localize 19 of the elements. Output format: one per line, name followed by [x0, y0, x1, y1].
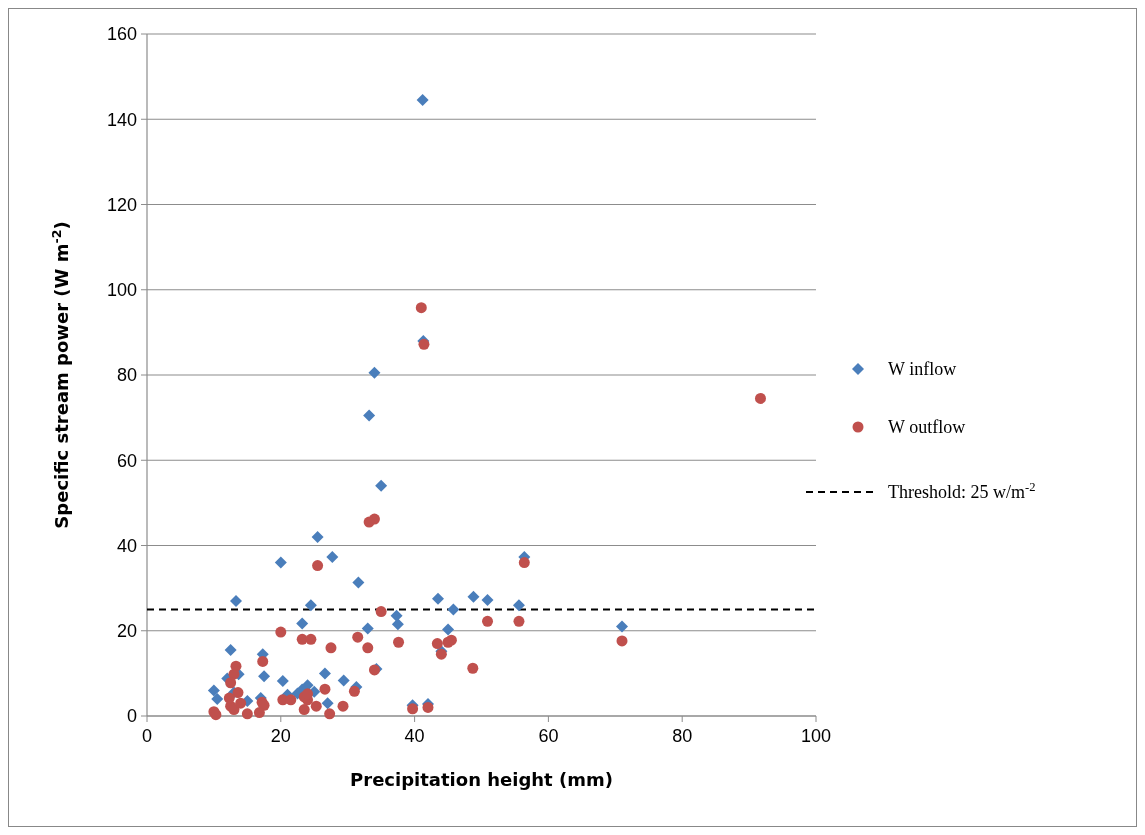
- y-tick-label: 20: [116, 621, 137, 642]
- x-tick-label: 60: [538, 726, 559, 746]
- y-tick-label: 160: [106, 24, 137, 45]
- y-tick-label: 60: [116, 450, 137, 471]
- legend-label: W inflow: [888, 359, 957, 379]
- y-tick-label: 40: [116, 535, 137, 556]
- legend-label: W outflow: [888, 417, 966, 437]
- x-tick-label: 80: [672, 726, 693, 746]
- x-axis-title: Precipitation height (mm): [350, 769, 613, 790]
- x-tick-label: 40: [404, 726, 425, 746]
- y-tick-label: 80: [116, 365, 137, 386]
- x-tick-label: 0: [141, 726, 153, 746]
- x-tick-label: 100: [800, 726, 832, 746]
- y-tick-label: 100: [106, 280, 137, 301]
- x-tick-label: 20: [270, 726, 291, 746]
- y-tick-label: 0: [126, 706, 137, 727]
- legend-label: Threshold: 25 w/m$^{-2}$: [888, 480, 1036, 503]
- y-tick-label: 140: [106, 109, 137, 130]
- y-tick-label: 120: [106, 194, 137, 215]
